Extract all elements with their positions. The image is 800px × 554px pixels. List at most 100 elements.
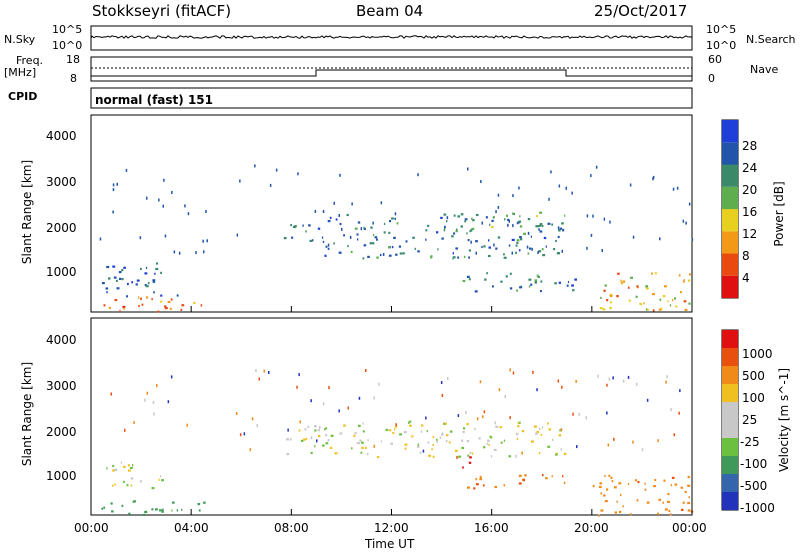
data-cell [394,212,397,216]
data-cell [676,186,679,190]
data-cell [176,509,178,512]
data-cell [404,447,407,450]
nave-label: Nave [750,63,779,76]
data-cell [555,453,558,456]
data-cell [659,237,661,241]
data-cell [157,310,160,313]
data-cell [156,384,158,388]
data-cell [688,496,690,499]
data-cell [363,244,367,247]
data-cell [470,240,472,244]
data-cell [480,180,482,183]
power-ytick-3000: 3000 [46,175,77,189]
data-cell [126,295,128,298]
data-cell [310,451,313,454]
data-cell [630,513,632,516]
data-cell [417,250,420,253]
colorbar-segment [722,366,738,384]
data-cell [458,455,462,458]
data-cell [106,265,110,269]
power-cb-tick-8: 8 [742,249,750,263]
colorbars [722,120,738,510]
data-cell [152,401,155,405]
data-cell [630,276,633,279]
data-cell [133,421,135,425]
data-cell [503,439,506,442]
data-cell [622,280,626,283]
data-cell [667,493,670,496]
xtick-0800: 08:00 [274,521,309,535]
data-cell [327,439,330,442]
data-cell [491,219,494,222]
data-cell [680,486,683,489]
data-cell [421,424,424,427]
power-ytick-1000: 1000 [46,265,77,279]
data-cell [144,510,148,514]
data-cell [534,281,537,284]
data-cell [156,262,158,265]
velocity-cb-tick-1000: 1000 [742,347,773,361]
data-cell [475,478,478,481]
data-cell [314,445,316,448]
data-cell [652,293,655,296]
data-cell [533,425,537,428]
data-cell [360,227,363,231]
data-cell [517,422,520,425]
data-cell [554,282,557,285]
data-cell [547,222,551,225]
data-cell [402,252,405,255]
data-cell [357,238,359,241]
data-cell [479,380,482,384]
data-cell [538,452,541,455]
data-cell [460,213,464,216]
data-cell [558,229,561,232]
data-cell [186,423,188,427]
data-cell [112,484,114,487]
data-cell [440,381,443,384]
data-cell [606,383,608,387]
data-cell [471,217,473,220]
data-cell [559,227,563,230]
data-cell [560,448,563,451]
data-cell [469,451,472,454]
data-cell [560,428,563,432]
data-cell [112,265,116,268]
data-cell [651,272,653,275]
velocity-cb-tick-25: 25 [742,413,758,427]
data-cell [536,225,540,228]
data-cell [106,291,108,294]
axis-ticks [90,306,693,515]
data-cell [509,272,512,275]
data-cell [644,488,647,491]
data-cell [329,446,333,449]
data-cell [543,236,547,240]
data-cell [110,502,113,505]
data-cell [509,368,511,372]
data-cell [684,490,687,494]
colorbar-segment [722,438,738,456]
nave-tick-high: 60 [708,53,722,66]
data-cell [322,444,325,447]
data-cell [153,291,155,294]
data-cell [140,267,142,271]
data-cell [682,219,685,223]
colorbar-segment [722,492,738,510]
data-cell [592,485,595,488]
data-cell [133,500,136,503]
data-cell [380,253,382,257]
velocity-cb-tick-neg25: -25 [740,435,760,449]
data-cell [449,430,453,433]
data-cell [635,295,638,298]
data-cell [654,478,657,482]
data-cell [255,369,257,373]
data-cell [471,227,475,231]
data-cell [453,232,456,235]
colorbar-segment [722,253,738,276]
data-cell [604,500,608,503]
data-cell [296,385,298,389]
data-cell [536,274,539,277]
velocity-ytick-4000: 4000 [46,333,77,347]
data-cell [160,271,162,274]
data-cell [537,275,540,279]
data-cell [447,377,449,380]
